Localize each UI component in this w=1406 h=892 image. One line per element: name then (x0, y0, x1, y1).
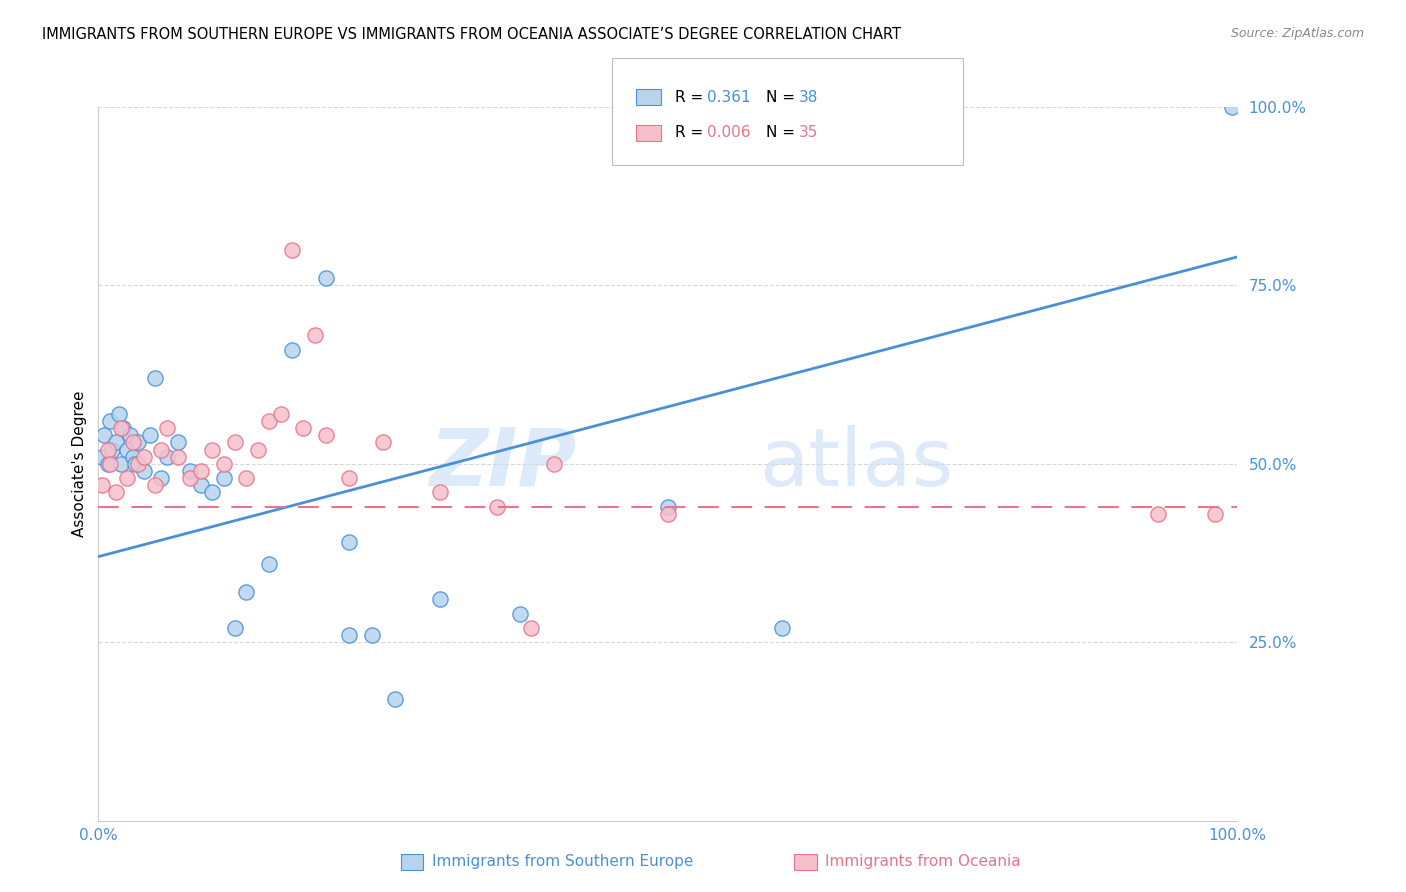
Point (96, 457, 118, 471)
Point (1220, 100, 1243, 114)
Point (259, 414, 281, 428)
Text: ZIP: ZIP (429, 425, 576, 503)
Point (132, 450, 155, 464)
Point (127, 435, 149, 450)
Point (657, 500, 679, 514)
Point (127, 457, 149, 471)
Text: Immigrants from Oceania: Immigrants from Oceania (825, 855, 1021, 869)
Text: IMMIGRANTS FROM SOUTHERN EUROPE VS IMMIGRANTS FROM OCEANIA ASSOCIATE’S DEGREE CO: IMMIGRANTS FROM SOUTHERN EUROPE VS IMMIG… (42, 27, 901, 42)
Point (167, 435, 190, 450)
Point (212, 471, 235, 485)
Text: 0.006: 0.006 (707, 126, 751, 140)
Point (509, 607, 531, 621)
Point (132, 464, 155, 478)
Point (270, 407, 292, 421)
Point (150, 442, 173, 457)
Point (259, 557, 281, 571)
Point (1146, 507, 1168, 521)
Point (315, 428, 337, 442)
Point (112, 421, 135, 435)
Point (110, 457, 132, 471)
Point (115, 442, 138, 457)
Point (543, 457, 565, 471)
Point (190, 478, 212, 492)
Point (770, 621, 793, 635)
Text: 0.361: 0.361 (707, 90, 751, 104)
Point (156, 450, 179, 464)
Point (360, 628, 382, 642)
Point (190, 464, 212, 478)
Point (110, 421, 132, 435)
Point (429, 485, 451, 500)
Point (93, 428, 115, 442)
Point (104, 435, 127, 450)
Y-axis label: Associate's Degree: Associate's Degree (72, 391, 87, 537)
Text: R =: R = (675, 90, 709, 104)
Point (657, 507, 679, 521)
Point (1204, 507, 1226, 521)
Point (371, 435, 394, 450)
Point (90, 478, 112, 492)
Point (201, 485, 224, 500)
Point (304, 328, 326, 343)
Point (98, 457, 121, 471)
Point (115, 471, 138, 485)
Point (429, 592, 451, 607)
Point (384, 692, 406, 706)
Point (156, 421, 179, 435)
Point (104, 485, 127, 500)
Point (96, 442, 118, 457)
Point (337, 471, 360, 485)
Point (292, 421, 315, 435)
Text: 35: 35 (799, 126, 818, 140)
Point (179, 471, 201, 485)
Point (121, 435, 143, 450)
Text: N =: N = (766, 126, 800, 140)
Point (224, 435, 246, 450)
Point (120, 428, 142, 442)
Point (212, 457, 235, 471)
Point (124, 457, 146, 471)
Point (235, 585, 257, 599)
Text: N =: N = (766, 90, 800, 104)
Point (486, 500, 509, 514)
Point (201, 442, 224, 457)
Text: atlas: atlas (759, 425, 953, 503)
Point (167, 450, 190, 464)
Text: Immigrants from Southern Europe: Immigrants from Southern Europe (432, 855, 693, 869)
Point (121, 450, 143, 464)
Point (101, 442, 124, 457)
Point (108, 407, 131, 421)
Text: R =: R = (675, 126, 709, 140)
Point (337, 628, 360, 642)
Point (138, 428, 160, 442)
Point (281, 243, 304, 257)
Point (281, 343, 304, 357)
Point (145, 478, 167, 492)
Point (90, 450, 112, 464)
Point (150, 471, 173, 485)
Text: Source: ZipAtlas.com: Source: ZipAtlas.com (1230, 27, 1364, 40)
Point (246, 442, 269, 457)
Point (235, 471, 257, 485)
Point (224, 621, 246, 635)
Point (337, 535, 360, 549)
Point (145, 371, 167, 385)
Point (98, 414, 121, 428)
Point (520, 621, 543, 635)
Text: 38: 38 (799, 90, 818, 104)
Point (315, 271, 337, 285)
Point (179, 464, 201, 478)
